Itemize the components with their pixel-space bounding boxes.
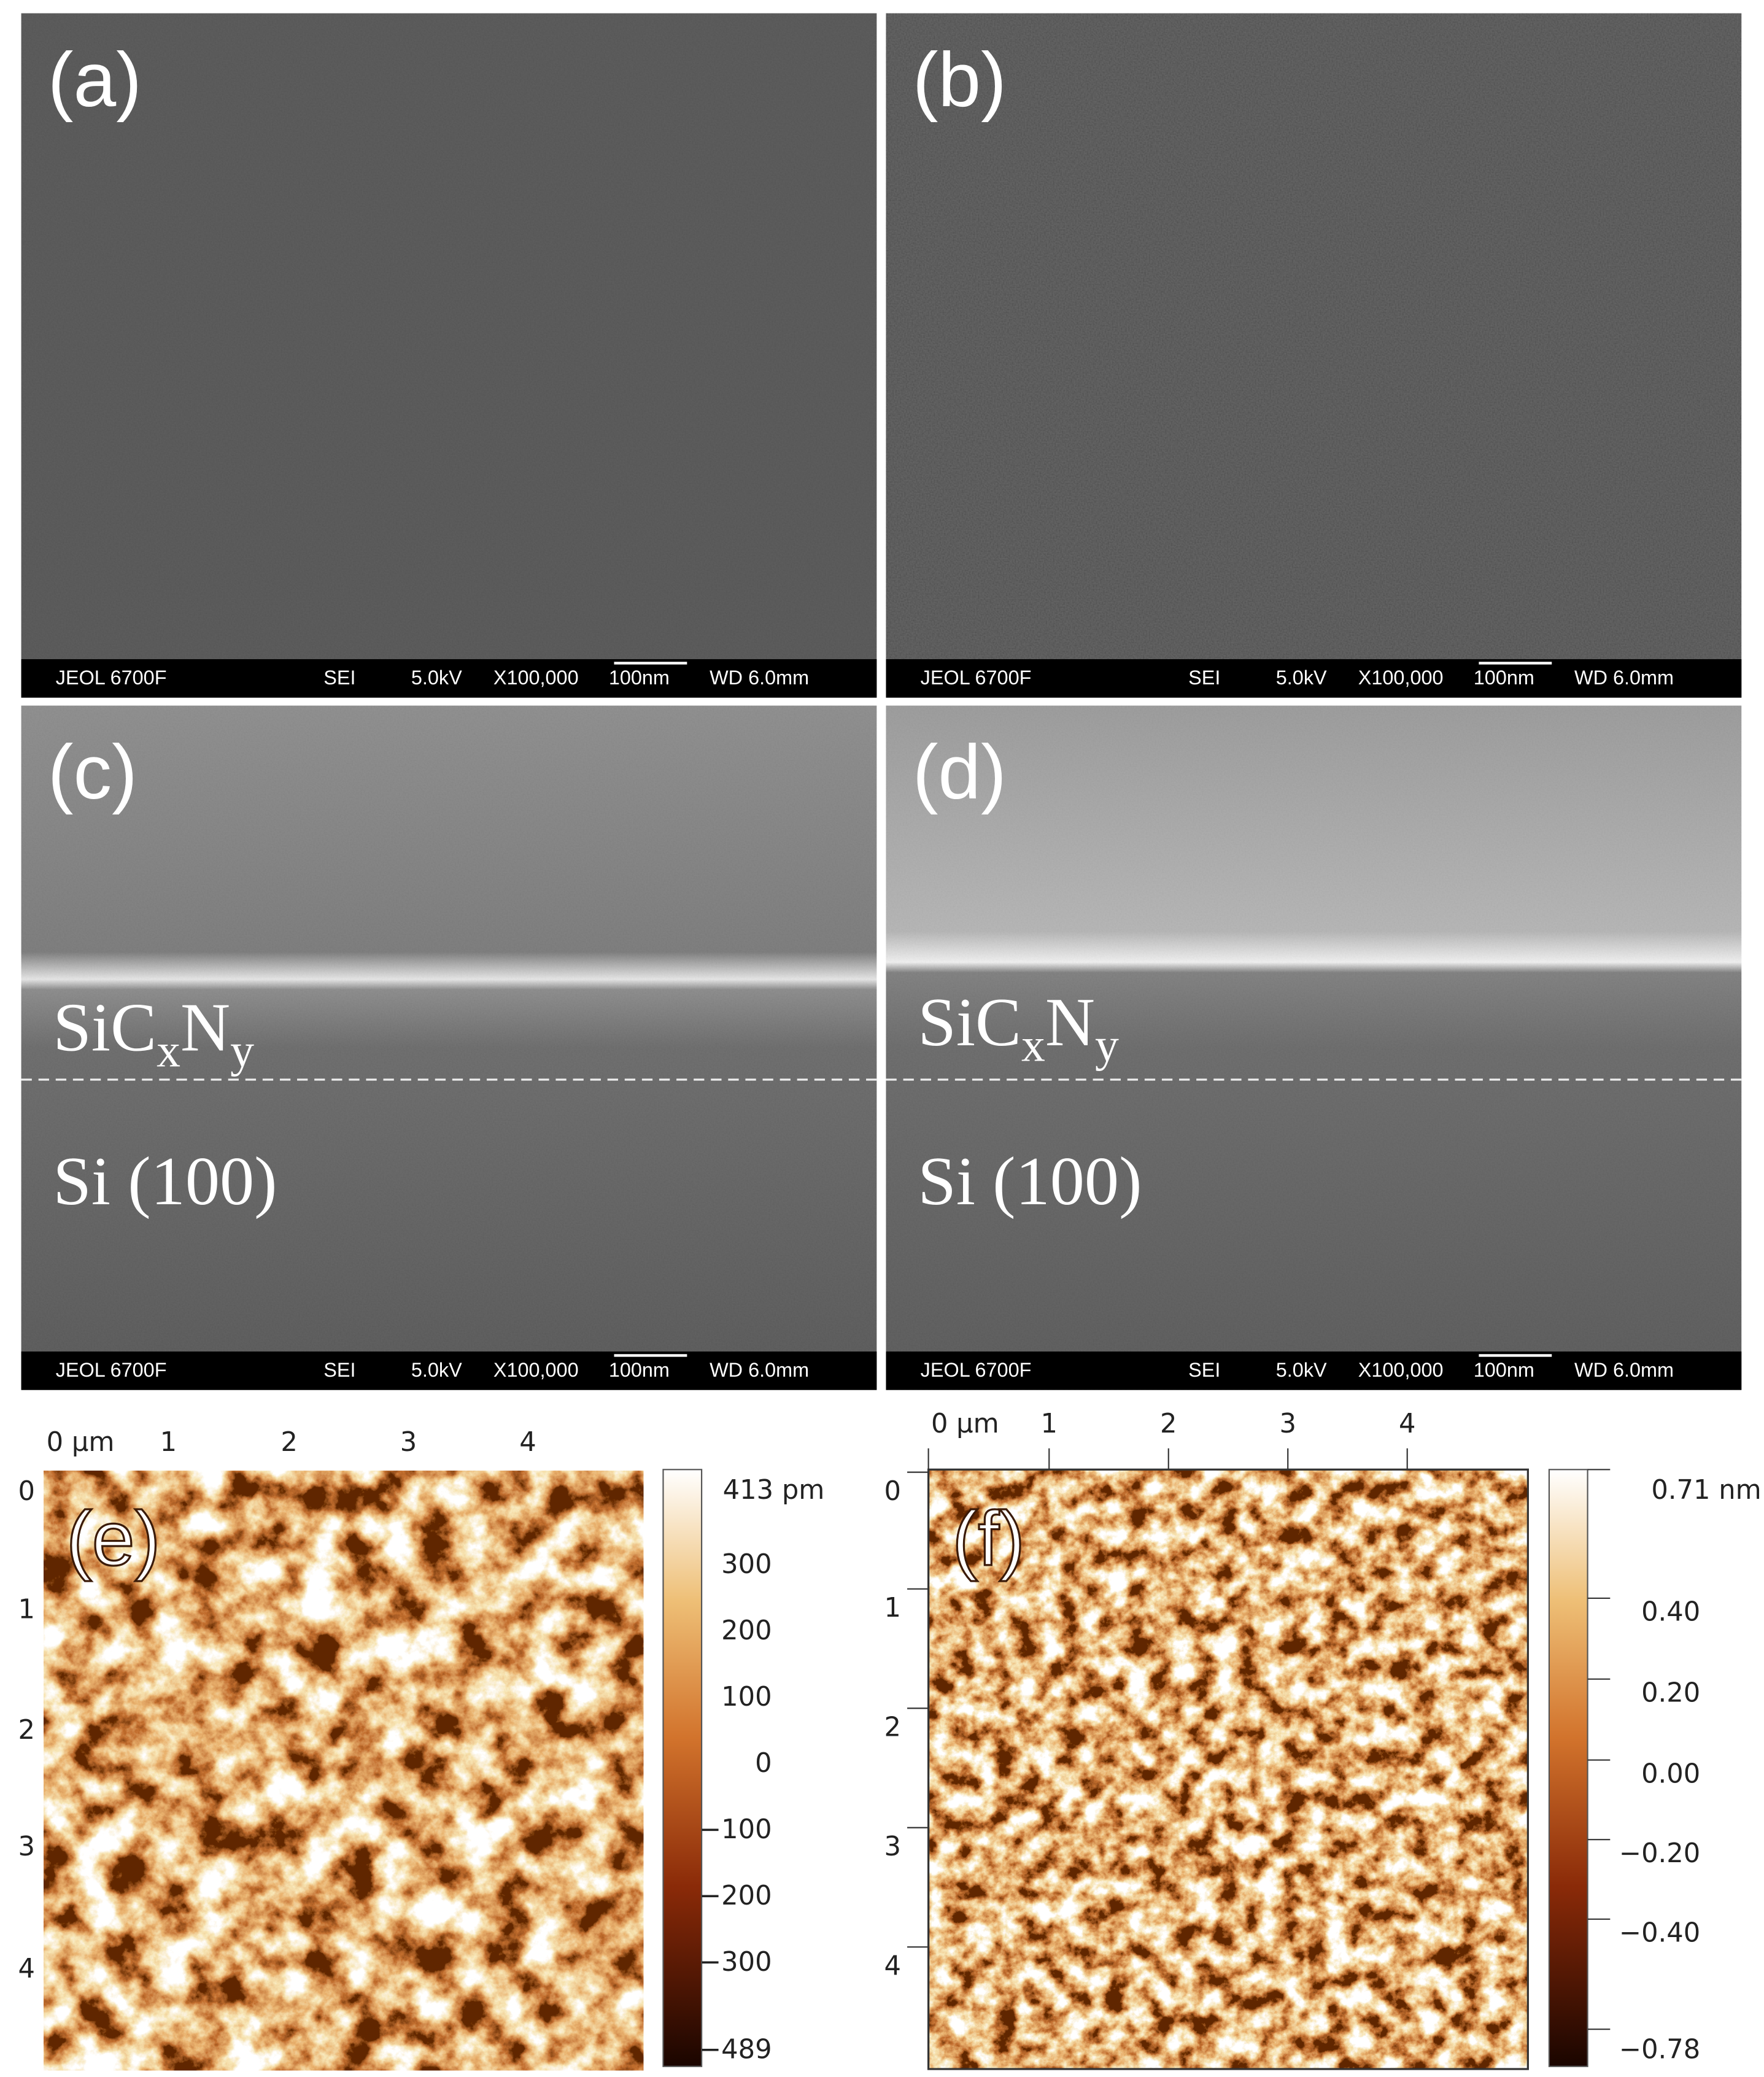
x-tick-label: 1 bbox=[160, 1427, 177, 1458]
colorbar-label: 300 bbox=[721, 1549, 772, 1580]
x-tick-label: 3 bbox=[400, 1427, 417, 1458]
x-tick-label: 3 bbox=[1279, 1409, 1296, 1439]
info-text: JEOL 6700F bbox=[56, 1359, 167, 1381]
colorbar-label: −0.78 bbox=[1619, 2035, 1700, 2065]
y-tick-label: 0 bbox=[18, 1476, 34, 1507]
info-bar bbox=[886, 659, 1742, 698]
film-part: SiC bbox=[53, 989, 157, 1066]
film-part: x bbox=[1021, 1019, 1045, 1072]
info-text: SEI bbox=[323, 667, 355, 689]
y-tick-label: 4 bbox=[884, 1951, 901, 1982]
colorbar-label: 0.71 nm bbox=[1651, 1475, 1761, 1506]
info-text: 100nm bbox=[1474, 1359, 1534, 1381]
afm-image bbox=[928, 1469, 1528, 2070]
info-text: SEI bbox=[1188, 1359, 1220, 1381]
x-tick-label: 0 µm bbox=[931, 1409, 999, 1439]
colorbar-label: 0 bbox=[755, 1748, 772, 1779]
colorbar bbox=[1548, 1469, 1588, 2067]
x-tick-label: 2 bbox=[1160, 1409, 1177, 1439]
x-tick-label: 2 bbox=[280, 1427, 297, 1458]
info-text: WD 6.0mm bbox=[710, 1359, 809, 1381]
info-text: WD 6.0mm bbox=[1574, 1359, 1674, 1381]
film-part: SiC bbox=[918, 984, 1021, 1061]
panel-label: (c) bbox=[48, 729, 137, 815]
sem-noise bbox=[21, 13, 877, 659]
info-text: 100nm bbox=[609, 1359, 670, 1381]
info-bar bbox=[21, 1351, 877, 1390]
film-part: N bbox=[1045, 984, 1095, 1061]
panel-label: (f) bbox=[953, 1496, 1025, 1582]
x-tick-label: 4 bbox=[1399, 1409, 1416, 1439]
x-tick-label: 0 µm bbox=[47, 1427, 115, 1458]
y-tick-label: 1 bbox=[18, 1594, 34, 1625]
info-text: X100,000 bbox=[1358, 667, 1444, 689]
y-tick-label: 0 bbox=[884, 1476, 901, 1507]
info-bar bbox=[21, 659, 877, 698]
colorbar-label: −0.20 bbox=[1619, 1838, 1700, 1869]
y-tick-label: 3 bbox=[18, 1831, 34, 1862]
info-text: 100nm bbox=[1474, 667, 1534, 689]
y-tick-label: 3 bbox=[884, 1831, 901, 1862]
colorbar bbox=[662, 1469, 703, 2067]
info-text: X100,000 bbox=[493, 667, 579, 689]
film-part: N bbox=[180, 989, 230, 1066]
substrate-label: Si (100) bbox=[53, 1143, 277, 1220]
colorbar-label: −489 bbox=[699, 2035, 772, 2065]
colorbar-label: 0.20 bbox=[1641, 1677, 1700, 1708]
colorbar-label: −0.40 bbox=[1619, 1918, 1700, 1949]
x-tick-label: 4 bbox=[519, 1427, 536, 1458]
film-label: SiCxNy bbox=[53, 989, 254, 1077]
y-tick-label: 2 bbox=[884, 1712, 901, 1743]
info-text: WD 6.0mm bbox=[710, 667, 809, 689]
colorbar-label: 0.00 bbox=[1641, 1758, 1700, 1789]
colorbar-label: 413 pm bbox=[723, 1475, 825, 1506]
film-part: y bbox=[230, 1024, 254, 1077]
info-text: 5.0kV bbox=[1276, 1359, 1327, 1381]
sem-noise bbox=[886, 705, 1742, 1352]
panel-label: (b) bbox=[913, 37, 1007, 123]
info-text: SEI bbox=[323, 1359, 355, 1381]
panel-label: (d) bbox=[913, 729, 1007, 815]
colorbar-label: −100 bbox=[699, 1814, 772, 1845]
colorbar-label: −300 bbox=[699, 1947, 772, 1978]
sem-noise bbox=[21, 705, 877, 1352]
y-tick-label: 4 bbox=[18, 1954, 34, 1984]
x-tick-label: 1 bbox=[1041, 1409, 1058, 1439]
info-text: 5.0kV bbox=[411, 1359, 462, 1381]
info-text: 5.0kV bbox=[411, 667, 462, 689]
info-text: X100,000 bbox=[493, 1359, 579, 1381]
info-text: SEI bbox=[1188, 667, 1220, 689]
info-text: WD 6.0mm bbox=[1574, 667, 1674, 689]
y-tick-label: 2 bbox=[18, 1715, 34, 1746]
colorbar-label: 0.40 bbox=[1641, 1597, 1700, 1628]
info-text: JEOL 6700F bbox=[921, 667, 1032, 689]
info-text: 5.0kV bbox=[1276, 667, 1327, 689]
colorbar-label: 100 bbox=[721, 1682, 772, 1712]
colorbar-label: 200 bbox=[721, 1615, 772, 1646]
info-text: X100,000 bbox=[1358, 1359, 1444, 1381]
film-label: SiCxNy bbox=[918, 984, 1119, 1072]
colorbar-label: −200 bbox=[699, 1881, 772, 1911]
afm-frame bbox=[927, 1468, 1529, 2070]
sem-noise bbox=[886, 13, 1742, 659]
info-text: JEOL 6700F bbox=[56, 667, 167, 689]
film-part: y bbox=[1095, 1019, 1119, 1072]
film-part: x bbox=[157, 1024, 180, 1077]
y-tick-label: 1 bbox=[884, 1593, 901, 1623]
substrate-label: Si (100) bbox=[918, 1143, 1142, 1220]
panel-label: (e) bbox=[66, 1496, 160, 1582]
info-text: 100nm bbox=[609, 667, 670, 689]
panel-label: (a) bbox=[48, 37, 142, 123]
info-text: JEOL 6700F bbox=[921, 1359, 1032, 1381]
afm-image bbox=[44, 1471, 644, 2071]
info-bar bbox=[886, 1351, 1742, 1390]
